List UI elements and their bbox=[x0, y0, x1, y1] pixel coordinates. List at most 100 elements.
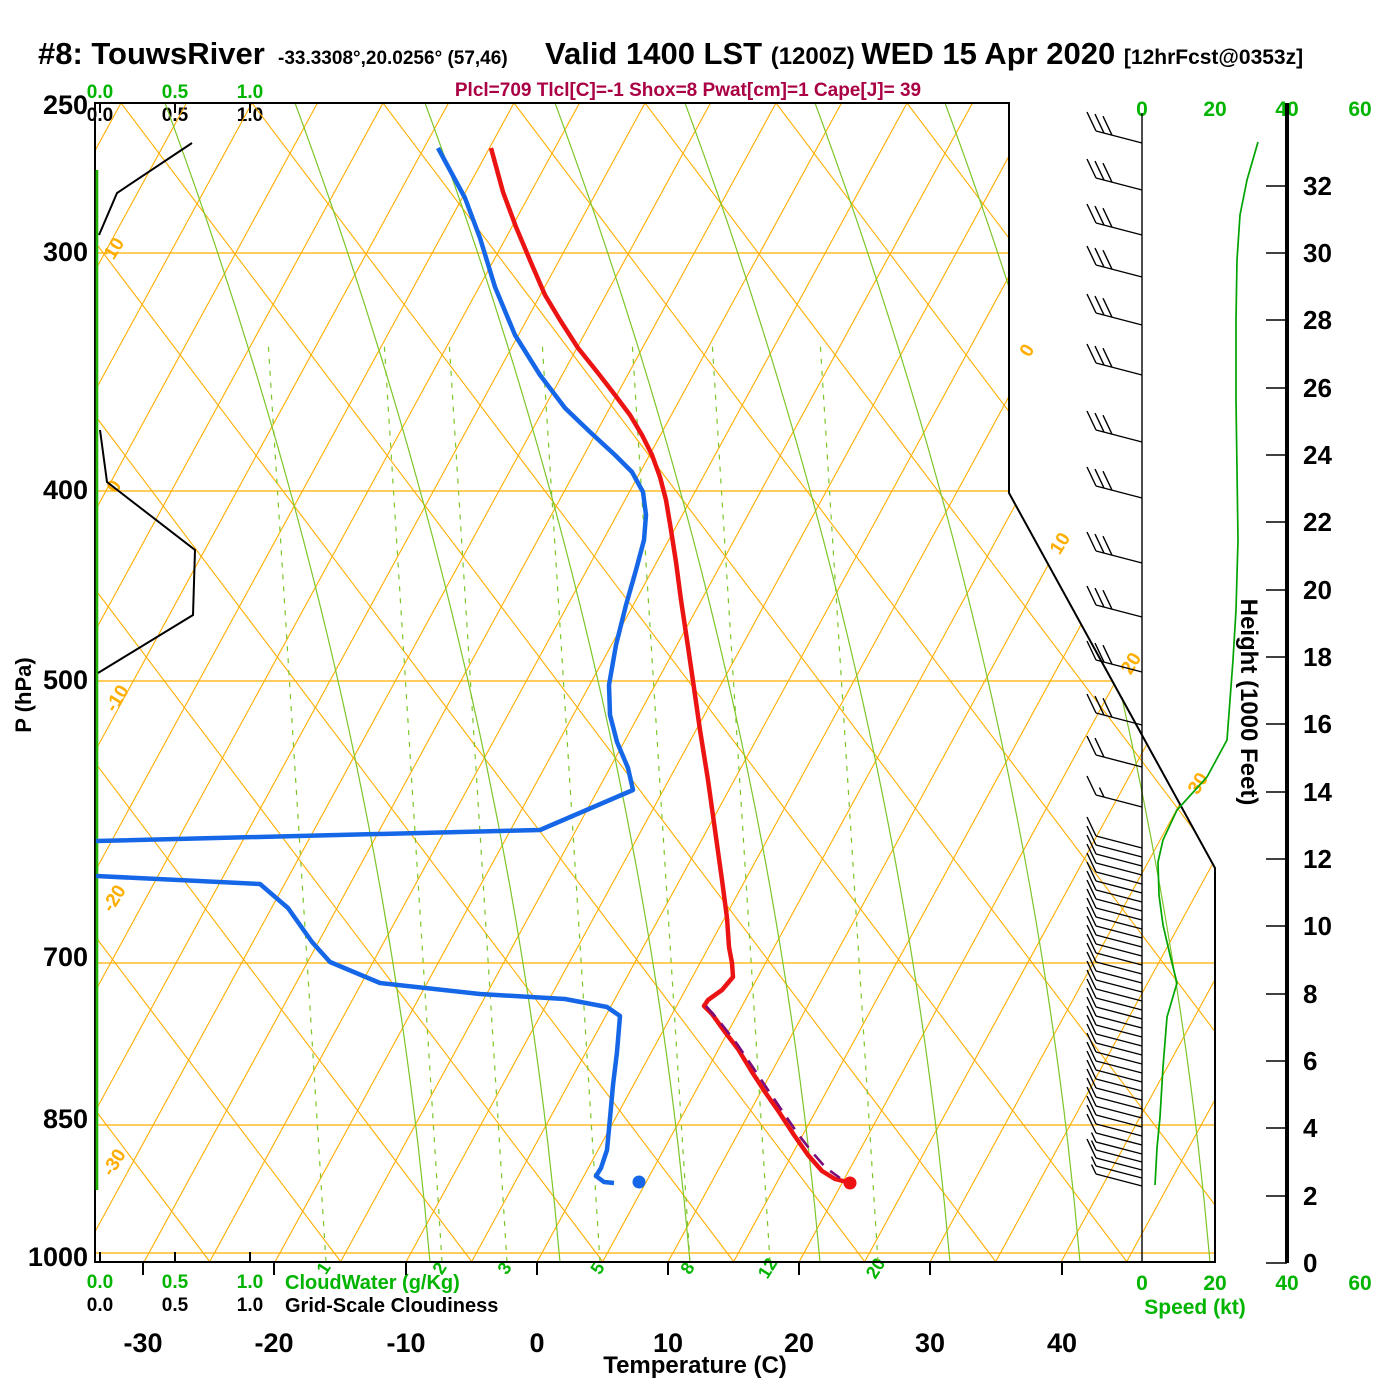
wind-barb-staff bbox=[1095, 1132, 1143, 1146]
wind-barb-feather bbox=[1094, 587, 1105, 608]
height-tick-label: 30 bbox=[1303, 238, 1332, 268]
speed-tick-label: 0 bbox=[1136, 1272, 1148, 1295]
wind-barb-staff bbox=[1095, 943, 1143, 957]
cloudiness-profile bbox=[98, 142, 193, 236]
wind-barb-feather bbox=[1086, 1104, 1097, 1125]
cloudwater-scale-tick: 1.0 bbox=[236, 1272, 264, 1293]
speed-tick-label: 60 bbox=[1348, 1272, 1372, 1295]
station-coordinates: -33.3308°,20.0256° (57,46) bbox=[278, 48, 508, 69]
moist-adiabat-line bbox=[424, 103, 691, 1262]
wind-barbs bbox=[1086, 111, 1143, 1187]
moist-adiabat-line bbox=[294, 103, 561, 1262]
page-title: #8: TouwsRiver bbox=[38, 36, 265, 71]
dry-adiabat-line bbox=[906, 103, 1215, 1262]
isotherm-line bbox=[95, 103, 253, 1262]
wind-barb-staff bbox=[1095, 485, 1143, 499]
wind-barb-staff bbox=[1095, 952, 1143, 966]
mixing-ratio-line bbox=[448, 339, 508, 1262]
isotherm-line bbox=[536, 103, 1170, 1262]
isotherm-line bbox=[1126, 103, 1215, 1262]
wind-barb-feather bbox=[1102, 589, 1113, 610]
isotherm-line bbox=[929, 103, 1215, 1262]
temperature-tick-label: 0 bbox=[529, 1328, 545, 1358]
wind-barb-staff bbox=[1095, 712, 1143, 726]
speed-tick-label: 20 bbox=[1203, 98, 1227, 121]
wind-barb-feather bbox=[1090, 1132, 1097, 1143]
wind-speed-curve bbox=[1154, 141, 1259, 1186]
cloudwater-scale-tick: 0.0 bbox=[86, 82, 114, 103]
wind-barb-staff bbox=[1095, 264, 1143, 278]
pressure-tick-label: 500 bbox=[42, 665, 88, 695]
cloudwater-scale-label: CloudWater (g/Kg) bbox=[285, 1272, 460, 1294]
isotherm-line bbox=[95, 103, 711, 1262]
valid-main: Valid 1400 LST bbox=[545, 36, 771, 71]
wind-barb-staff bbox=[1095, 835, 1143, 849]
wind-barb-staff bbox=[1095, 916, 1143, 930]
gridscale-cloudiness-label: Grid-Scale Cloudiness bbox=[285, 1295, 499, 1317]
isotherm-line bbox=[95, 103, 122, 1262]
wind-barb-staff bbox=[1095, 970, 1143, 984]
wind-barb-feather bbox=[1086, 775, 1097, 796]
mixing-ratio-line bbox=[819, 339, 879, 1262]
wind-barb-feather bbox=[1102, 162, 1113, 183]
wind-barb-feather bbox=[1086, 1077, 1097, 1098]
height-tick-label: 6 bbox=[1303, 1046, 1318, 1076]
valid-zulu: (1200Z) bbox=[770, 43, 862, 70]
cloudiness-scale-tick: 1.0 bbox=[236, 1295, 264, 1316]
wind-barb-feather bbox=[1086, 1095, 1097, 1116]
wind-barb-feather bbox=[1086, 969, 1097, 990]
wind-barb-staff bbox=[1095, 1149, 1143, 1163]
dry-adiabat-line bbox=[1300, 103, 1400, 1262]
wind-barb-feather bbox=[1094, 642, 1105, 663]
wind-barb-feather bbox=[1086, 933, 1097, 954]
cloudiness-scale-tick: 0.5 bbox=[161, 1295, 189, 1316]
dry-adiabat-line bbox=[95, 103, 866, 1262]
wind-barb-feather bbox=[1094, 160, 1105, 181]
wind-barb-staff bbox=[1095, 130, 1143, 144]
wind-barb-feather bbox=[1086, 888, 1097, 909]
wind-barb-feather bbox=[1102, 115, 1113, 136]
wind-barb-feather bbox=[1102, 207, 1113, 228]
isotherm-line bbox=[995, 103, 1215, 1262]
isotherm-line bbox=[95, 103, 318, 1262]
wind-barb-feather bbox=[1094, 295, 1105, 316]
wind-barb-staff bbox=[1095, 1087, 1143, 1101]
wind-barb-staff bbox=[1095, 1024, 1143, 1038]
wind-barb-staff bbox=[1095, 429, 1143, 443]
wind-barb-feather bbox=[1094, 345, 1105, 366]
wind-barb-staff bbox=[1095, 1096, 1143, 1110]
temperature-curve bbox=[488, 147, 848, 1185]
wind-barb-feather bbox=[1086, 1005, 1097, 1026]
dry-adiabat-line bbox=[644, 103, 1215, 1262]
grid-lines bbox=[95, 103, 1400, 1262]
wind-barb-staff bbox=[1095, 1069, 1143, 1083]
height-tick-label: 2 bbox=[1303, 1181, 1318, 1211]
wind-barb-staff bbox=[1095, 1105, 1143, 1119]
isotherm-line bbox=[143, 103, 777, 1262]
wind-barb-feather bbox=[1102, 347, 1113, 368]
wind-barb-feather bbox=[1086, 1138, 1097, 1159]
isotherm-line bbox=[95, 103, 646, 1262]
wind-barb-feather bbox=[1094, 205, 1105, 226]
cloudiness-scale-tick: 0.0 bbox=[86, 105, 114, 126]
height-tick-label: 14 bbox=[1303, 777, 1332, 807]
wind-barb-feather bbox=[1086, 735, 1097, 756]
speed-tick-label: 60 bbox=[1348, 98, 1372, 121]
height-tick-label: 20 bbox=[1303, 575, 1332, 605]
height-tick-label: 22 bbox=[1303, 507, 1332, 537]
wind-barb-feather bbox=[1086, 825, 1097, 846]
wind-barb-staff bbox=[1095, 1165, 1143, 1179]
height-tick-label: 16 bbox=[1303, 709, 1332, 739]
wind-barb-feather bbox=[1086, 852, 1097, 873]
temperature-tick-label: 30 bbox=[914, 1328, 946, 1358]
temperature-tick-label: -30 bbox=[123, 1328, 163, 1358]
temperature-tick-label: 40 bbox=[1046, 1328, 1078, 1358]
isotherm-line bbox=[1060, 103, 1215, 1262]
wind-barb-feather bbox=[1086, 245, 1097, 266]
cloudiness-scale-tick: 1.0 bbox=[236, 105, 264, 126]
wind-barb-staff bbox=[1095, 222, 1143, 236]
isotherm-line bbox=[798, 103, 1215, 1262]
moist-adiabat-line bbox=[1074, 103, 1215, 1262]
wind-barb-staff bbox=[1095, 853, 1143, 867]
moist-adiabat-line bbox=[164, 103, 431, 1262]
